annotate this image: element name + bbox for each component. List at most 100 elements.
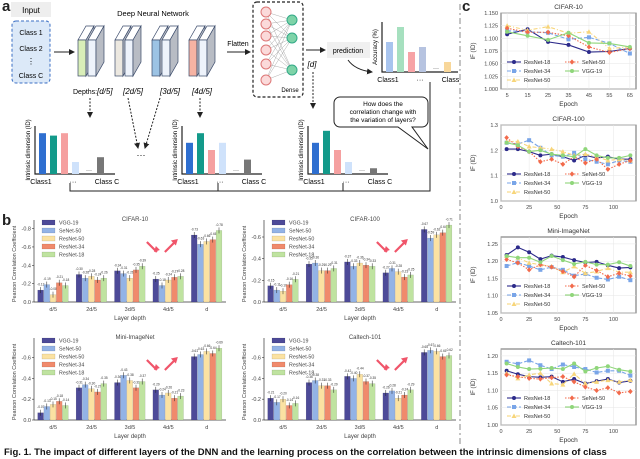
legend-marker xyxy=(511,301,517,306)
legend-swatch xyxy=(271,353,286,360)
bar-value-label: -0.25 xyxy=(407,267,414,271)
plot-frame xyxy=(500,124,637,202)
bar-vgg-19 xyxy=(75,274,83,303)
bar-value-label: -0.63 xyxy=(197,237,204,241)
y-tick-label: 1.000 xyxy=(484,87,498,93)
point-resnet-50 xyxy=(549,146,555,152)
decrease-arrowhead xyxy=(383,246,390,252)
bar-resnet-50 xyxy=(318,270,325,303)
legend-marker xyxy=(512,293,516,297)
y-tick-label: 1.150 xyxy=(484,11,498,17)
legend-marker xyxy=(512,284,516,288)
x-tick-label: d xyxy=(205,425,208,431)
y-tick-label: 1.125 xyxy=(484,24,498,30)
id-chart-depth-4-class-dots: ··· xyxy=(217,179,224,186)
bar-senet-50 xyxy=(350,378,357,421)
input-class-c: Class C xyxy=(19,73,44,80)
x-axis-label: Layer depth xyxy=(344,434,376,440)
bar-resnet-50 xyxy=(318,385,325,421)
y-tick-label: 1.1 xyxy=(490,174,498,180)
legend-swatch xyxy=(271,345,286,352)
point-vgg-19 xyxy=(628,264,633,269)
bar-senet-50 xyxy=(120,375,127,421)
bar-value-label: -0.33 xyxy=(369,259,376,263)
bar-chart-cifar10: CIFAR-10 0.0 -0.2 -0.4 -0.6 -0.8 Pearson Corre… xyxy=(12,217,226,322)
accuracy-chart-bar xyxy=(444,62,451,72)
point-vgg-19 xyxy=(607,41,612,46)
bar-value-label: -0.78 xyxy=(216,223,223,227)
point-vgg-19 xyxy=(566,30,571,35)
dense-label: Dense xyxy=(281,88,299,94)
point-resnet-50 xyxy=(526,372,532,377)
dense-connection xyxy=(265,23,293,71)
bar-value-label: -0.33 xyxy=(324,378,331,382)
x-tick-label: d xyxy=(205,307,208,313)
bar-vgg-19 xyxy=(191,356,198,421)
x-tick-label: 75 xyxy=(582,429,588,435)
y-axis-label: Pearson Correlation Coefficient xyxy=(12,225,18,302)
layer-face-2 xyxy=(114,39,124,77)
bar-resnet-18 xyxy=(139,381,146,421)
point-resnet-34 xyxy=(628,278,633,283)
input-neuron xyxy=(260,6,272,18)
bar-resnet-34 xyxy=(94,279,101,303)
id-chart-depth-4-bar xyxy=(197,133,204,174)
x-tick-label: 4d/5 xyxy=(393,425,404,431)
point-resnet-18 xyxy=(515,245,520,250)
point-vgg-19 xyxy=(505,29,510,34)
x-tick-label: d/5 xyxy=(279,307,287,313)
legend-label: ResNet-34 xyxy=(524,405,550,411)
legend-label: SeNet-50 xyxy=(59,347,81,353)
bar-resnet-50 xyxy=(203,241,210,303)
bar-value-label: -0.16 xyxy=(292,396,299,400)
bar-value-label: -0.66 xyxy=(203,234,210,238)
y-tick-label: -0.2 xyxy=(252,278,261,284)
accuracy-chart: ···Class1···Class CAccuracy (%) xyxy=(373,22,460,84)
x-tick-label: 25 xyxy=(545,93,551,99)
bar-value-label: -0.39 xyxy=(139,259,146,263)
network-title: Deep Neural Network xyxy=(117,9,189,18)
point-resnet-34 xyxy=(527,138,532,143)
bar-value-label: -0.61 xyxy=(191,349,198,353)
legend-label: ResNet-34 xyxy=(59,363,84,369)
accuracy-chart-class-dots: ··· xyxy=(417,77,424,84)
point-resnet-50 xyxy=(605,377,611,383)
accuracy-chart-bar xyxy=(386,42,393,72)
accuracy-chart-dots: ··· xyxy=(433,66,439,72)
bar-resnet-34 xyxy=(439,356,446,421)
bar-value-label: -0.31 xyxy=(133,380,140,384)
bar-value-label: -0.26 xyxy=(165,385,172,389)
accuracy-chart-bar xyxy=(408,52,415,72)
point-vgg-19 xyxy=(586,40,591,45)
id-chart-depth-1-bar xyxy=(97,157,104,174)
id-chart-depth-1-class-last: Class C xyxy=(95,179,120,186)
legend-swatch xyxy=(271,361,286,368)
x-tick-label: 65 xyxy=(627,93,633,99)
id-chart-depth-4-class-last: Class C xyxy=(242,179,267,186)
x-axis-label: Layer depth xyxy=(344,316,376,322)
y-tick-label: 1.10 xyxy=(487,388,498,394)
layer-face-4 xyxy=(198,39,208,77)
bar-value-label: -0.25 xyxy=(152,272,159,276)
x-tick-label: d xyxy=(435,425,438,431)
bar-value-label: -0.18 xyxy=(56,394,63,398)
bar-value-label: -0.17 xyxy=(273,395,280,399)
bar-value-label: -0.37 xyxy=(344,254,351,258)
x-tick-label: 0 xyxy=(499,317,502,323)
x-tick-label: 4d/5 xyxy=(163,425,174,431)
legend-label: ResNet-50 xyxy=(59,355,84,361)
x-tick-label: 50 xyxy=(554,205,560,211)
bar-value-label: -0.38 xyxy=(126,373,133,377)
x-axis-label: Epoch xyxy=(559,101,578,108)
legend-label: ResNet-18 xyxy=(524,284,550,290)
y-tick-label: -0.2 xyxy=(22,282,31,288)
point-vgg-19 xyxy=(549,366,554,370)
point-vgg-19 xyxy=(560,367,565,372)
layer-face-1 xyxy=(77,39,87,77)
line-resnet-50 xyxy=(506,372,631,386)
bar-value-label: -0.31 xyxy=(330,261,337,265)
chart-title: CIFAR-100 xyxy=(552,116,585,123)
legend-label: ResNet-34 xyxy=(524,293,550,299)
y-tick-label: 0.0 xyxy=(23,300,31,306)
legend-marker xyxy=(512,181,516,185)
